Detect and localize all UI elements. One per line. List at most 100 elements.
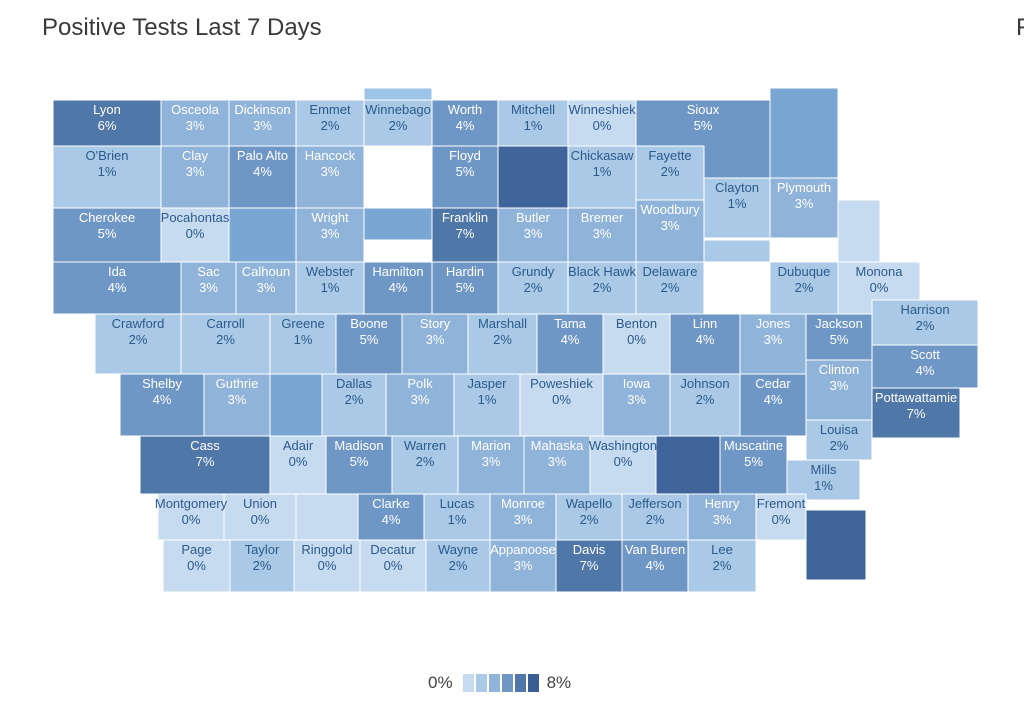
county-shape-taylor[interactable]: [229, 539, 295, 593]
county-shape-hancock[interactable]: [295, 145, 365, 209]
county-name-label: Union: [243, 496, 277, 511]
county-name-label: Dallas: [336, 376, 373, 391]
county-shape-union[interactable]: [223, 493, 297, 541]
county-shape-carroll[interactable]: [180, 313, 271, 375]
county-value-label: 3%: [524, 226, 543, 241]
county-shape-mills[interactable]: [786, 459, 861, 501]
county-value-label: 2%: [524, 280, 543, 295]
county-shape-cass[interactable]: [139, 435, 271, 495]
county-value-label: 3%: [713, 512, 732, 527]
county-shape-delaware[interactable]: [635, 261, 705, 315]
county-shape-pocahontas[interactable]: [160, 207, 230, 263]
county-shape-unlabeled[interactable]: [655, 435, 721, 495]
county-shape-guthrie[interactable]: [203, 373, 271, 437]
county-shape-henry[interactable]: [687, 493, 757, 541]
county-shape-palo-alto[interactable]: [228, 145, 297, 209]
county-shape-butler[interactable]: [497, 207, 569, 263]
county-shape-hamilton[interactable]: [363, 261, 433, 315]
county-name-label: Warren: [404, 438, 446, 453]
county-shape-louisa[interactable]: [805, 419, 873, 461]
county-shape-jasper[interactable]: [453, 373, 521, 437]
county-shape-unlabeled[interactable]: [269, 373, 323, 437]
county-shape-warren[interactable]: [391, 435, 459, 495]
county-shape-ringgold[interactable]: [293, 539, 361, 593]
county-shape-unlabeled[interactable]: [228, 207, 297, 263]
county-value-label: 5%: [456, 280, 475, 295]
county-shape-washington[interactable]: [589, 435, 657, 495]
county-shape-mitchell[interactable]: [497, 99, 569, 147]
county-shape-mahaska[interactable]: [523, 435, 591, 495]
county-shape-unlabeled[interactable]: [769, 87, 839, 179]
county-shape-unlabeled[interactable]: [703, 239, 771, 263]
county-value-label: 3%: [627, 392, 646, 407]
county-shape-greene[interactable]: [269, 313, 337, 375]
county-shape-wayne[interactable]: [425, 539, 491, 593]
county-shape-wapello[interactable]: [555, 493, 623, 541]
county-shape-fremont[interactable]: [755, 493, 807, 541]
iowa-county-map[interactable]: Lyon6%Osceola3%Dickinson3%Emmet2%Winneba…: [0, 0, 1024, 660]
county-shape-jones[interactable]: [739, 313, 807, 375]
county-shape-o-brien[interactable]: [52, 145, 162, 209]
county-shape-crawford[interactable]: [94, 313, 182, 375]
county-shape-cherokee[interactable]: [52, 207, 162, 263]
county-shape-unlabeled[interactable]: [805, 509, 867, 581]
county-shape-clinton[interactable]: [805, 359, 873, 421]
county-name-label: Iowa: [623, 376, 651, 391]
county-value-label: 2%: [389, 118, 408, 133]
county-shape-jefferson[interactable]: [621, 493, 689, 541]
county-shape-osceola[interactable]: [160, 99, 230, 147]
county-shape-unlabeled[interactable]: [295, 493, 359, 541]
county-shape-marion[interactable]: [457, 435, 525, 495]
county-shape-clarke[interactable]: [357, 493, 425, 541]
county-name-label: Monroe: [501, 496, 545, 511]
county-shape-poweshiek[interactable]: [519, 373, 604, 437]
county-name-label: Cedar: [755, 376, 791, 391]
county-shape-black-hawk[interactable]: [567, 261, 637, 315]
county-name-label: Harrison: [900, 302, 949, 317]
county-value-label: 4%: [153, 392, 172, 407]
county-shape-emmet[interactable]: [295, 99, 365, 147]
county-value-label: 0%: [870, 280, 889, 295]
county-shape-pottawattamie[interactable]: [871, 387, 961, 439]
county-shape-plymouth[interactable]: [769, 177, 839, 239]
county-name-label: Winneshiek: [568, 102, 636, 117]
county-shape-scott[interactable]: [871, 344, 979, 389]
county-shape-clayton[interactable]: [703, 177, 771, 239]
county-shape-calhoun[interactable]: [235, 261, 297, 315]
county-shape-winneshiek[interactable]: [567, 99, 637, 147]
county-shape-page[interactable]: [162, 539, 231, 593]
county-shape-appanoose[interactable]: [489, 539, 557, 593]
county-shape-wright[interactable]: [295, 207, 365, 263]
county-shape-sac[interactable]: [180, 261, 237, 315]
county-name-label: Ringgold: [301, 542, 352, 557]
county-value-label: 3%: [795, 196, 814, 211]
county-shape-unlabeled[interactable]: [837, 199, 881, 263]
county-shape-dickinson[interactable]: [228, 99, 297, 147]
county-value-label: 2%: [646, 512, 665, 527]
county-shape-tama[interactable]: [536, 313, 604, 375]
county-shape-story[interactable]: [401, 313, 469, 375]
county-shape-unlabeled[interactable]: [363, 207, 433, 241]
county-value-label: 0%: [251, 512, 270, 527]
county-shape-polk[interactable]: [385, 373, 455, 437]
county-shape-clay[interactable]: [160, 145, 230, 209]
county-shape-lee[interactable]: [687, 539, 757, 593]
county-value-label: 4%: [764, 392, 783, 407]
county-shape-woodbury[interactable]: [635, 199, 705, 263]
county-value-label: 3%: [661, 218, 680, 233]
county-shape-montgomery[interactable]: [157, 493, 225, 541]
county-shape-adair[interactable]: [269, 435, 327, 495]
county-shape-decatur[interactable]: [359, 539, 427, 593]
legend-swatch: [488, 674, 500, 692]
county-name-label: Polk: [407, 376, 433, 391]
county-shape-unlabeled[interactable]: [497, 145, 569, 209]
county-shape-johnson[interactable]: [669, 373, 741, 437]
county-shape-muscatine[interactable]: [719, 435, 788, 495]
county-name-label: Bremer: [581, 210, 624, 225]
county-shape-winnebago[interactable]: [363, 99, 433, 147]
county-shape-shelby[interactable]: [119, 373, 205, 437]
county-shape-lucas[interactable]: [423, 493, 491, 541]
county-shape-marshall[interactable]: [467, 313, 538, 375]
county-name-label: Wapello: [566, 496, 612, 511]
county-value-label: 0%: [627, 332, 646, 347]
